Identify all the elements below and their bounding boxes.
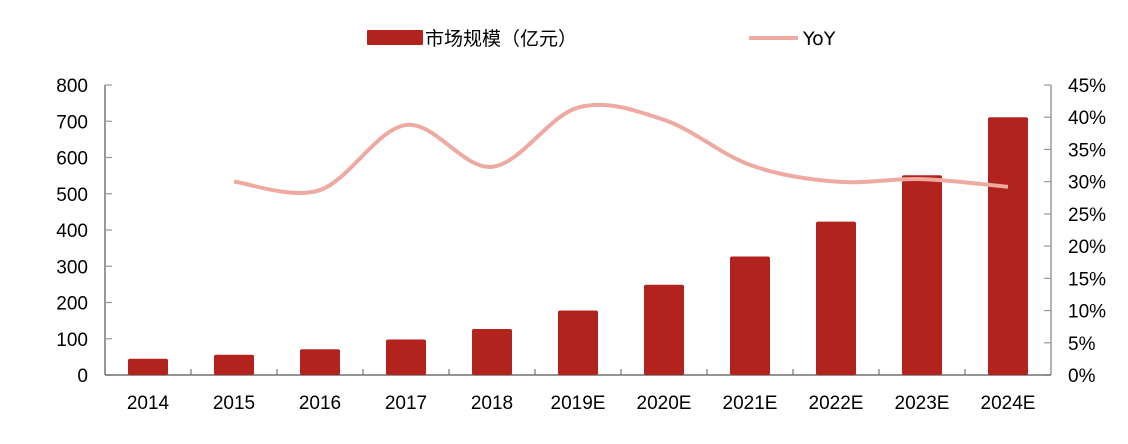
legend-bar-label: 市场规模（亿元） bbox=[425, 28, 577, 50]
bar-2017 bbox=[386, 339, 426, 375]
left-axis-tick-label: 600 bbox=[56, 149, 88, 170]
bar-2019E bbox=[558, 310, 598, 375]
left-axis-tick-label: 0 bbox=[77, 366, 88, 387]
x-axis-tick-label: 2018 bbox=[471, 393, 513, 414]
axes: 0 100 200 300 400 500 600 700 800 0% 5% 10% 15% 20% 25… bbox=[56, 76, 1106, 414]
left-axis-tick-label: 300 bbox=[56, 257, 88, 278]
x-axis-tick-label: 2021E bbox=[723, 393, 778, 414]
yoy-line bbox=[233, 102, 1009, 195]
right-axis-tick-label: 25% bbox=[1068, 205, 1106, 226]
x-axis-tick-label: 2014 bbox=[127, 393, 170, 414]
bar-2023E bbox=[902, 175, 942, 375]
left-axis-tick-label: 100 bbox=[56, 330, 88, 351]
left-axis-tick-label: 200 bbox=[56, 294, 88, 315]
x-axis-tick-label: 2020E bbox=[637, 393, 692, 414]
legend-bar-swatch bbox=[367, 30, 423, 45]
right-axis-tick-label: 35% bbox=[1068, 140, 1106, 161]
left-axis-tick-label: 500 bbox=[56, 185, 88, 206]
bar-series bbox=[128, 117, 1028, 375]
bar-2018 bbox=[472, 328, 512, 375]
right-axis-tick-label: 20% bbox=[1068, 237, 1106, 258]
right-axis-tick-label: 0% bbox=[1068, 366, 1096, 387]
legend: 市场规模（亿元） YoY bbox=[367, 28, 836, 50]
left-axis-tick-label: 800 bbox=[56, 76, 88, 97]
bar-2022E bbox=[816, 221, 856, 375]
x-axis-tick-label: 2015 bbox=[213, 393, 255, 414]
right-axis-tick-label: 30% bbox=[1068, 173, 1106, 194]
bar-2016 bbox=[300, 349, 340, 375]
right-axis-tick-label: 15% bbox=[1068, 269, 1106, 290]
right-axis-tick-label: 10% bbox=[1068, 302, 1106, 323]
bar-2015 bbox=[214, 354, 254, 375]
left-axis-tick-label: 400 bbox=[56, 221, 88, 242]
yoy-line-series bbox=[233, 102, 1009, 195]
left-axis-tick-label: 700 bbox=[56, 112, 88, 133]
x-axis-tick-label: 2023E bbox=[895, 393, 950, 414]
right-axis-tick-label: 40% bbox=[1068, 108, 1106, 129]
bar-2020E bbox=[644, 284, 684, 375]
x-axis-tick-label: 2017 bbox=[385, 393, 427, 414]
bar-2014 bbox=[128, 358, 168, 375]
bar-2021E bbox=[730, 256, 770, 375]
x-axis-tick-label: 2024E bbox=[981, 393, 1036, 414]
right-axis-tick-label: 45% bbox=[1068, 76, 1106, 97]
x-axis-tick-label: 2019E bbox=[551, 393, 606, 414]
x-axis-tick-label: 2022E bbox=[809, 393, 864, 414]
bar-2024E bbox=[988, 117, 1028, 375]
legend-line-label: YoY bbox=[802, 28, 836, 50]
x-axis-tick-label: 2016 bbox=[299, 393, 341, 414]
right-axis-tick-label: 5% bbox=[1068, 334, 1096, 355]
